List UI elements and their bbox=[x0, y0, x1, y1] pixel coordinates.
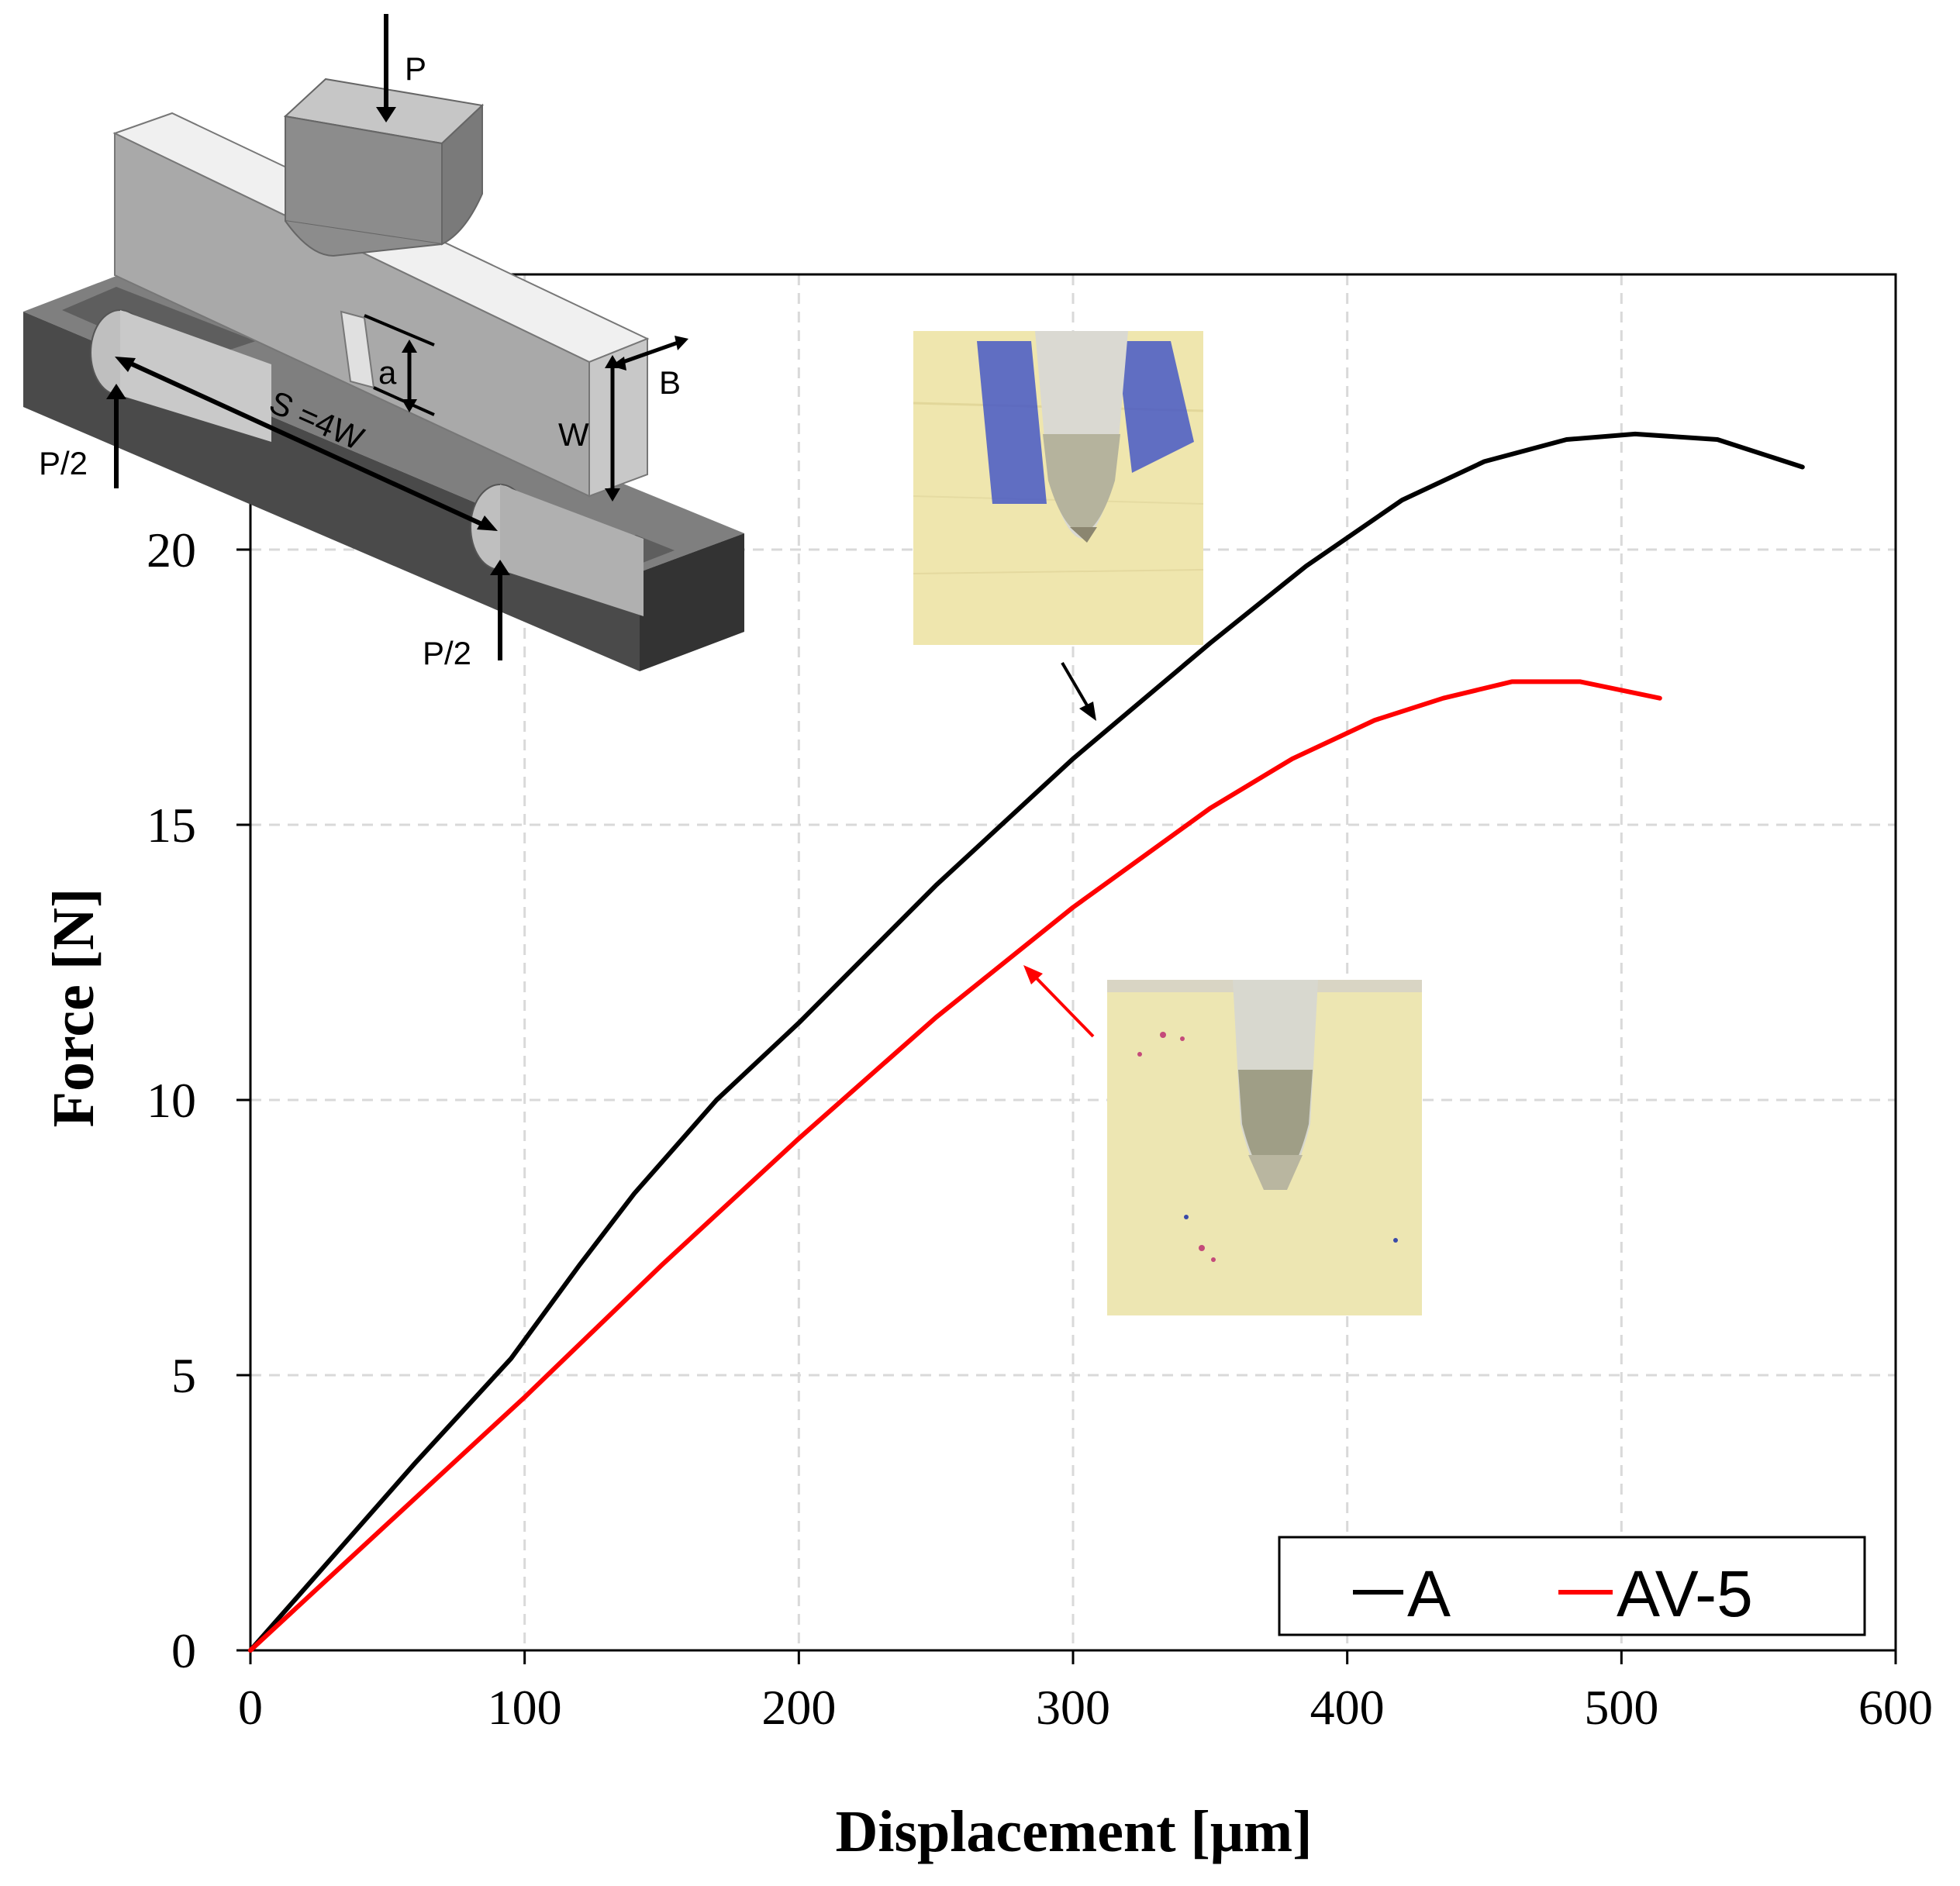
series-line-a bbox=[248, 431, 1805, 1653]
label-load: P bbox=[405, 50, 426, 87]
senb-schematic: P P/2 P/2 S =4W a W B bbox=[23, 14, 744, 671]
label-support-left: P/2 bbox=[39, 445, 88, 481]
x-tick-label: 100 bbox=[488, 1680, 562, 1735]
x-tick-label: 0 bbox=[238, 1680, 263, 1735]
y-tick-label: 20 bbox=[147, 522, 196, 578]
y-tick-label: 5 bbox=[171, 1348, 196, 1403]
x-tick-label: 500 bbox=[1584, 1680, 1658, 1735]
arrow-to-av5 bbox=[1023, 965, 1095, 1038]
arrow-to-a bbox=[1061, 661, 1096, 721]
legend: A AV-5 bbox=[1278, 1536, 1866, 1636]
axis-ticks: 0 100 200 300 400 500 600 0 5 10 15 20 bbox=[147, 522, 1933, 1735]
x-axis-title: Displacement [μm] bbox=[835, 1799, 1312, 1864]
x-tick-label: 200 bbox=[761, 1680, 836, 1735]
series-group bbox=[248, 431, 1805, 1653]
y-tick-label: 15 bbox=[147, 798, 196, 853]
legend-label-a: A bbox=[1407, 1557, 1451, 1630]
micrograph-av5 bbox=[1107, 980, 1422, 1315]
micrograph-a bbox=[913, 331, 1204, 645]
label-crack: a bbox=[378, 354, 397, 391]
x-tick-label: 600 bbox=[1858, 1680, 1933, 1735]
y-axis-title: Force [N] bbox=[41, 888, 106, 1128]
series-line-av-5 bbox=[248, 679, 1662, 1653]
y-tick-label: 10 bbox=[147, 1073, 196, 1128]
x-tick-label: 400 bbox=[1310, 1680, 1385, 1735]
label-support-right: P/2 bbox=[423, 635, 471, 671]
label-width: W bbox=[558, 416, 589, 453]
y-tick-label: 0 bbox=[171, 1623, 196, 1678]
label-thickness: B bbox=[659, 364, 681, 401]
legend-label-av5: AV-5 bbox=[1617, 1557, 1753, 1630]
x-tick-label: 300 bbox=[1036, 1680, 1110, 1735]
